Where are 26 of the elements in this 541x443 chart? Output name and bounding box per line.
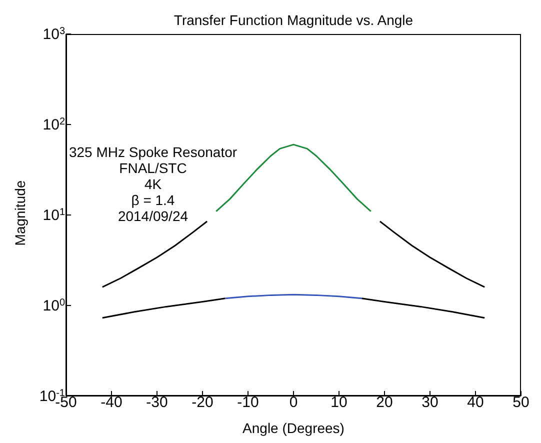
x-tick-label: 50 bbox=[512, 394, 530, 411]
x-axis-title: Angle (Degrees) bbox=[242, 420, 346, 436]
x-tick-label: 10 bbox=[330, 394, 348, 411]
annotation: FNAL/STC bbox=[118, 160, 188, 176]
x-tick-label: -20 bbox=[192, 394, 214, 411]
line-series bbox=[361, 298, 486, 319]
x-tick-label: -10 bbox=[237, 394, 259, 411]
line-series bbox=[379, 220, 486, 288]
chart-title: Transfer Function Magnitude vs. Angle bbox=[172, 12, 414, 28]
annotation: 325 MHz Spoke Resonator bbox=[68, 144, 238, 160]
annotation: β = 1.4 bbox=[130, 192, 176, 208]
x-tick-label: -30 bbox=[146, 394, 168, 411]
y-tick-label: 10$^{1}$ bbox=[42, 206, 66, 224]
line-series bbox=[102, 298, 226, 319]
line-series bbox=[102, 220, 208, 288]
x-tick-label: -40 bbox=[100, 394, 122, 411]
y-axis-title: Magnitude bbox=[12, 179, 28, 248]
x-tick-label: 40 bbox=[467, 394, 484, 411]
y-tick-label: 10$^{0}$ bbox=[42, 297, 66, 314]
annotation: 2014/09/24 bbox=[118, 208, 188, 224]
annotation: 4K bbox=[143, 176, 163, 192]
y-tick-label: 10$^{3}$ bbox=[42, 26, 66, 43]
y-tick-label: 10$^{2}$ bbox=[42, 116, 66, 134]
x-tick-label: 0 bbox=[289, 394, 298, 411]
x-tick-label: 20 bbox=[376, 394, 393, 411]
x-tick-label: 30 bbox=[422, 394, 438, 411]
